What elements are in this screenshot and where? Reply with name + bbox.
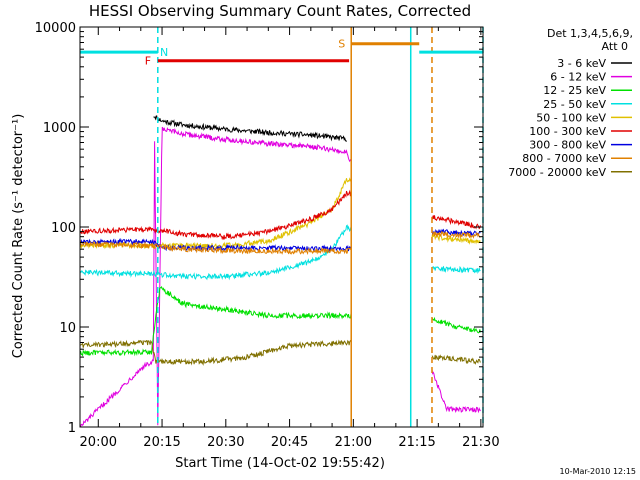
date-stamp: 10-Mar-2010 12:15 <box>560 467 637 476</box>
legend-label: 6 - 12 keV <box>550 71 606 84</box>
series-line <box>79 177 481 250</box>
series-line <box>79 224 481 281</box>
x-tick-label: 20:45 <box>271 435 308 450</box>
y-tick-label: 100 <box>51 221 76 236</box>
legend-label: 300 - 800 keV <box>529 139 606 152</box>
series-line <box>153 115 348 142</box>
legend-header-line2: Att 0 <box>602 40 628 53</box>
series-line <box>79 339 481 366</box>
legend-label: 800 - 7000 keV <box>522 152 606 165</box>
legend-label: 7000 - 20000 keV <box>508 166 606 179</box>
x-tick-label: 20:15 <box>143 435 180 450</box>
series-line <box>79 228 481 253</box>
legend-label: 12 - 25 keV <box>543 84 606 97</box>
x-tick-label: 20:30 <box>207 435 244 450</box>
x-tick-label: 21:15 <box>398 435 435 450</box>
flag-label: S <box>338 38 345 51</box>
legend-label: 25 - 50 keV <box>543 98 606 111</box>
flag-label: F <box>145 55 151 68</box>
y-tick-label: 1000 <box>43 121 76 136</box>
x-tick-label: 21:30 <box>462 435 499 450</box>
x-axis-label: Start Time (14-Oct-02 19:55:42) <box>175 456 385 471</box>
legend-label: 50 - 100 keV <box>536 111 606 124</box>
x-tick-label: 20:00 <box>80 435 117 450</box>
y-axis-label: Corrected Count Rate (s⁻¹ detector⁻¹) <box>11 114 26 359</box>
legend-label: 3 - 6 keV <box>557 57 606 70</box>
flag-label: N <box>160 46 168 59</box>
x-tick-label: 21:00 <box>335 435 372 450</box>
y-tick-label: 10000 <box>35 21 76 36</box>
y-tick-label: 10 <box>59 321 76 336</box>
series-line <box>79 285 481 357</box>
legend-label: 100 - 300 keV <box>529 125 606 138</box>
series-line <box>79 189 481 241</box>
chart-title: HESSI Observing Summary Count Rates, Cor… <box>89 2 471 20</box>
plot-area: FN S 1 10 100 1000 10000 20:00 20:15 20:30 20:45 21… <box>35 21 500 450</box>
y-tick-label: 1 <box>68 421 76 436</box>
series-line <box>80 126 481 428</box>
series-line <box>79 230 481 256</box>
legend-header-line1: Det 1,3,4,5,6,9, <box>547 27 633 40</box>
